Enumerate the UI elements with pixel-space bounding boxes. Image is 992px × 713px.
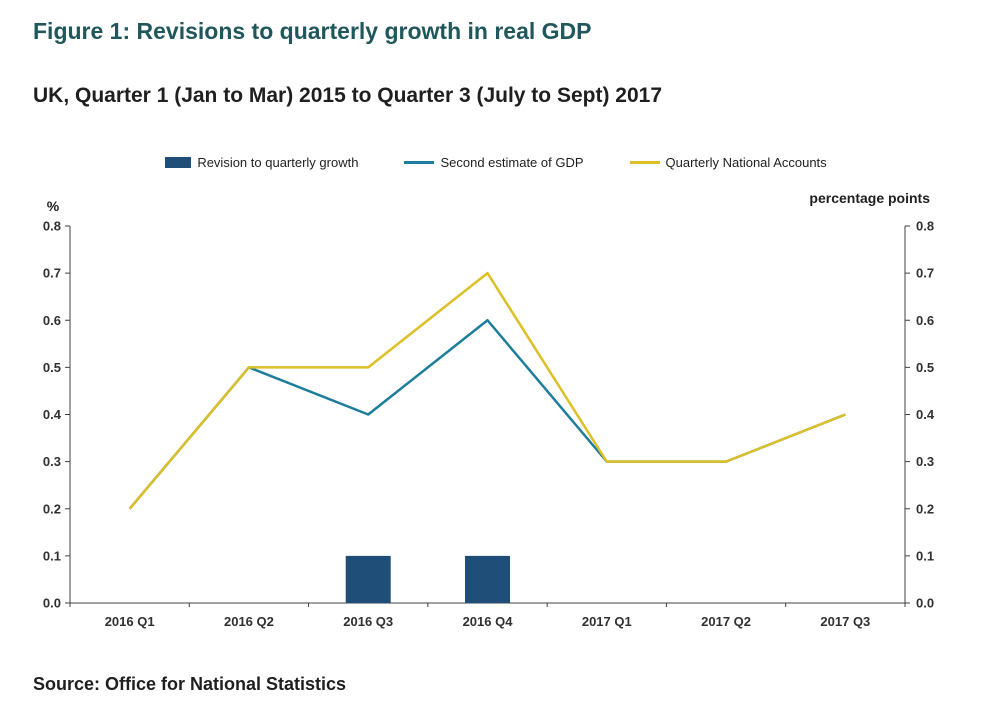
left-axis-tick-label: 0.7 — [43, 266, 61, 281]
series-line — [128, 319, 846, 510]
bar-swatch-icon — [165, 157, 192, 168]
right-axis-tick-label: 0.1 — [916, 548, 934, 563]
x-axis-label: 2016 Q4 — [463, 614, 514, 629]
gdp-revisions-chart: 0.0 0.0 0.1 0.1 0.2 0.2 0.3 0.3 0.4 0.4 0.5 0.5 0.6 0… — [43, 219, 935, 630]
right-axis-tick-label: 0.2 — [916, 501, 934, 516]
legend-item-second-estimate: Second estimate of GDP — [404, 155, 584, 170]
legend-label-revision: Revision to quarterly growth — [197, 155, 359, 170]
left-axis-tick-label: 0.2 — [43, 501, 61, 516]
legend-label-qna: Quarterly National Accounts — [665, 155, 827, 170]
series-line — [128, 271, 846, 510]
left-axis-tick-label: 0.8 — [43, 219, 61, 234]
right-axis-tick-label: 0.8 — [916, 219, 934, 234]
chart-legend: Revision to quarterly growth Second esti… — [0, 155, 992, 170]
left-axis-tick-label: 0.4 — [43, 407, 62, 422]
x-axis-label: 2016 Q3 — [343, 614, 393, 629]
legend-item-qna: Quarterly National Accounts — [629, 155, 827, 170]
right-axis-unit-label: percentage points — [809, 190, 930, 206]
left-axis-tick-label: 0.0 — [43, 596, 61, 611]
source-note: Source: Office for National Statistics — [33, 674, 347, 694]
figure-subtitle: UK, Quarter 1 (Jan to Mar) 2015 to Quart… — [33, 84, 663, 107]
x-axis-label: 2016 Q1 — [105, 614, 155, 629]
right-axis-tick-label: 0.6 — [916, 313, 934, 328]
figure-title: Figure 1: Revisions to quarterly growth … — [33, 18, 592, 44]
right-axis-tick-label: 0.3 — [916, 454, 934, 469]
line-swatch-icon — [629, 161, 660, 164]
left-axis-tick-label: 0.3 — [43, 454, 61, 469]
right-axis-tick-label: 0.4 — [916, 407, 935, 422]
left-axis-tick-label: 0.5 — [43, 360, 61, 375]
legend-item-revision: Revision to quarterly growth — [165, 155, 358, 170]
legend-label-second-estimate: Second estimate of GDP — [440, 155, 584, 170]
revision-bar — [345, 555, 391, 603]
right-axis-tick-label: 0.5 — [916, 360, 934, 375]
x-axis-label: 2016 Q2 — [224, 614, 274, 629]
right-axis-tick-label: 0.7 — [916, 266, 934, 281]
x-axis-label: 2017 Q1 — [582, 614, 632, 629]
x-axis-label: 2017 Q2 — [701, 614, 751, 629]
left-axis-unit-label: % — [46, 198, 60, 214]
x-axis-label: 2017 Q3 — [820, 614, 870, 629]
left-axis-tick-label: 0.6 — [43, 313, 61, 328]
left-axis-tick-label: 0.1 — [43, 548, 61, 563]
revision-bar — [465, 555, 510, 603]
line-swatch-icon — [404, 161, 435, 164]
right-axis-tick-label: 0.0 — [916, 596, 934, 611]
